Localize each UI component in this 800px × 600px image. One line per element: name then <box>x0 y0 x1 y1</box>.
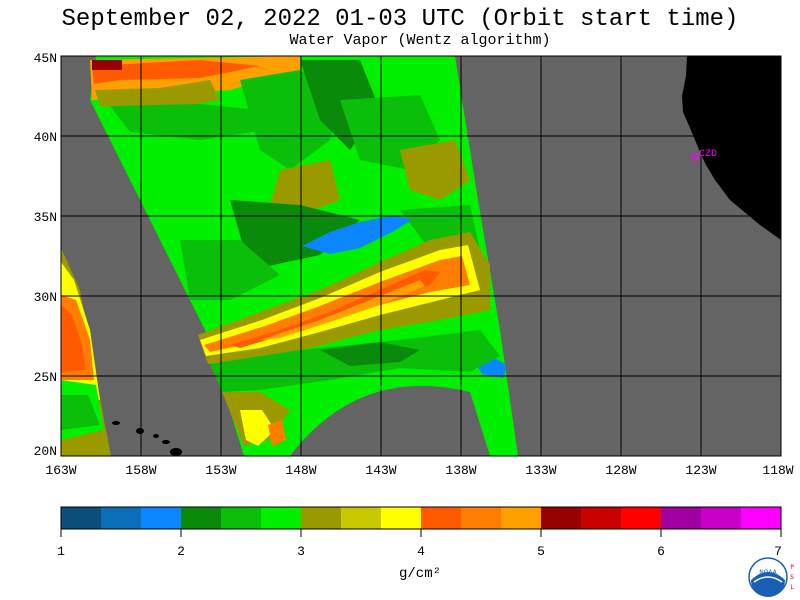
lat-label-40n: 40N <box>34 130 57 145</box>
subtropical-moisture-band <box>198 232 490 364</box>
dry-pocket-north <box>302 215 412 254</box>
colorbar-swatch <box>541 507 582 529</box>
noaa-logo-icon: NOAA P S L <box>748 557 794 597</box>
colorbar <box>60 506 782 537</box>
svg-text:NOAA: NOAA <box>759 569 777 576</box>
station-label: CZD <box>699 149 717 160</box>
map-frame <box>60 55 782 457</box>
colorbar-tick-5: 5 <box>537 544 545 559</box>
colorbar-swatch <box>501 507 542 529</box>
svg-text:S: S <box>790 574 794 581</box>
colorbar-swatch <box>661 507 702 529</box>
lon-label-128w: 128W <box>605 463 636 478</box>
colorbar-tick-3: 3 <box>297 544 305 559</box>
colorbar-swatch <box>581 507 622 529</box>
map-grid <box>61 56 781 456</box>
hawaiian-islands <box>112 421 182 456</box>
colorbar-tick-7: 7 <box>774 544 782 559</box>
lat-label-45n: 45N <box>34 51 57 66</box>
lon-label-133w: 133W <box>525 463 556 478</box>
colorbar-swatch <box>621 507 662 529</box>
colorbar-tick-1: 1 <box>57 544 65 559</box>
colorbar-swatch <box>741 507 782 529</box>
northern-moisture <box>90 56 300 140</box>
lat-label-25n: 25N <box>34 370 57 385</box>
lon-label-123w: 123W <box>685 463 716 478</box>
colorbar-swatch <box>381 507 422 529</box>
lon-label-158w: 158W <box>125 463 156 478</box>
no-data-gap <box>290 385 490 456</box>
colorbar-swatch <box>61 507 102 529</box>
lon-label-143w: 143W <box>365 463 396 478</box>
colorbar-swatch <box>301 507 342 529</box>
colorbar-swatch <box>261 507 302 529</box>
lon-label-153w: 153W <box>205 463 236 478</box>
land-california <box>682 56 781 240</box>
colorbar-tick-labels: 1 2 3 4 5 6 7 <box>57 544 782 559</box>
lon-label-163w: 163W <box>45 463 76 478</box>
colorbar-units: g/cm² <box>398 566 441 582</box>
colorbar-swatch <box>461 507 502 529</box>
colorbar-swatch <box>221 507 262 529</box>
lat-label-30n: 30N <box>34 290 57 305</box>
colorbar-swatch <box>421 507 462 529</box>
colorbar-swatch <box>181 507 222 529</box>
lat-label-20n: 20N <box>34 444 57 459</box>
colorbar-swatch <box>141 507 182 529</box>
lon-label-148w: 148W <box>285 463 316 478</box>
lat-label-35n: 35N <box>34 210 57 225</box>
longitude-labels: 163W 158W 153W 148W 143W 138W 133W 128W … <box>45 463 793 478</box>
chart-subtitle: Water Vapor (Wentz algorithm) <box>289 32 551 49</box>
lon-label-138w: 138W <box>445 463 476 478</box>
midlatitude-moisture <box>180 60 480 300</box>
colorbar-swatch <box>341 507 382 529</box>
colorbar-tick-2: 2 <box>177 544 185 559</box>
colorbar-tick-6: 6 <box>657 544 665 559</box>
station-marker <box>691 153 699 161</box>
latitude-labels: 45N 40N 35N 30N 25N 20N <box>34 51 57 459</box>
colorbar-swatch <box>101 507 142 529</box>
svg-text:P: P <box>790 564 794 571</box>
colorbar-swatch <box>701 507 742 529</box>
lon-label-118w: 118W <box>762 463 793 478</box>
colorbar-tick-4: 4 <box>417 544 425 559</box>
left-swath-fragment <box>61 248 111 456</box>
chart-title: September 02, 2022 01-03 UTC (Orbit star… <box>61 6 739 33</box>
svg-text:L: L <box>790 584 794 591</box>
